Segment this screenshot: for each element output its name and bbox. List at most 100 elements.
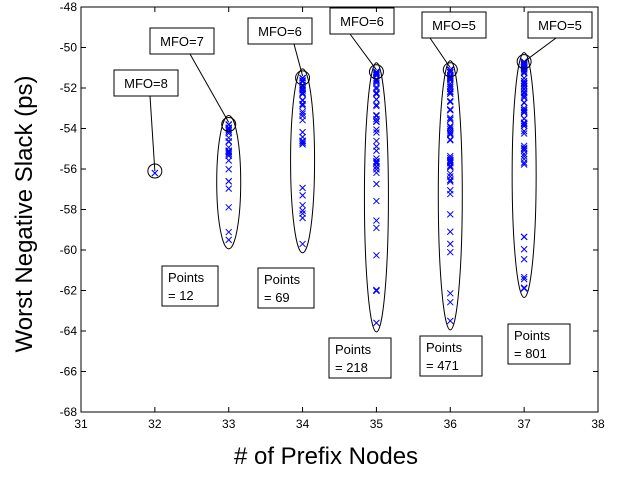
scatter-point xyxy=(446,163,454,171)
scatter-point xyxy=(225,157,233,164)
scatter-point xyxy=(225,147,233,155)
annotation-box xyxy=(527,11,593,39)
scatter-point xyxy=(373,217,380,224)
scatter-point xyxy=(299,77,306,85)
scatter-point xyxy=(373,319,380,327)
point-count-box: Points = 471 xyxy=(419,335,483,377)
count-box-title: Points xyxy=(426,340,463,355)
x-axis-label: # of Prefix Nodes xyxy=(234,443,418,470)
y-tick-label: -52 xyxy=(60,81,78,95)
scatter-point xyxy=(520,273,528,281)
annotation-box xyxy=(113,69,179,97)
count-box-title: Points xyxy=(168,270,205,285)
count-box-frame xyxy=(328,337,392,379)
annotation-label: MFO=8 xyxy=(124,76,168,91)
point-count-box: Points = 801 xyxy=(507,323,571,365)
annotation-leader-line xyxy=(293,43,304,76)
count-box-value: = 12 xyxy=(168,288,194,303)
scatter-point xyxy=(520,245,528,253)
scatter-point xyxy=(520,85,528,93)
scatter-point xyxy=(299,89,306,96)
scatter-point xyxy=(299,116,306,124)
scatter-point xyxy=(520,152,528,160)
y-tick-label: -60 xyxy=(60,243,78,257)
scatter-point xyxy=(373,90,380,98)
scatter-point xyxy=(373,169,380,177)
scatter-point xyxy=(299,97,306,104)
scatter-point xyxy=(520,127,528,135)
annotation-box xyxy=(421,11,487,39)
scatter-point xyxy=(299,74,306,82)
count-box-frame xyxy=(257,267,315,309)
scatter-point xyxy=(446,106,454,113)
scatter-point xyxy=(520,275,528,283)
annotation-label: MFO=6 xyxy=(258,24,302,39)
scatter-point xyxy=(373,180,380,188)
scatter-point xyxy=(299,207,306,214)
scatter-point xyxy=(299,210,306,217)
scatter-layer xyxy=(151,58,528,327)
scatter-point xyxy=(446,136,454,143)
y-tick-label: -64 xyxy=(60,324,78,338)
point-count-box: Points = 12 xyxy=(161,265,219,307)
scatter-point xyxy=(446,82,454,89)
scatter-point xyxy=(520,93,528,101)
scatter-point xyxy=(446,240,454,248)
annotation-leader-line xyxy=(149,95,156,172)
scatter-point xyxy=(446,72,454,80)
scatter-point xyxy=(520,77,528,85)
scatter-point xyxy=(446,298,454,306)
best-point-circle xyxy=(295,70,311,86)
point-group-ellipse xyxy=(216,114,242,250)
scatter-point xyxy=(373,117,380,125)
scatter-point xyxy=(299,78,306,86)
x-tick-label: 38 xyxy=(591,417,605,431)
scatter-point xyxy=(520,120,528,127)
x-tick-label: 33 xyxy=(222,417,236,431)
scatter-point xyxy=(520,284,528,292)
count-box-value: = 471 xyxy=(426,358,459,373)
scatter-point xyxy=(151,169,159,177)
scatter-point xyxy=(520,145,528,153)
y-tick-label: -50 xyxy=(60,41,78,55)
y-tick-label: -56 xyxy=(60,162,78,176)
scatter-point xyxy=(373,126,380,133)
scatter-point xyxy=(446,69,454,77)
annotation-box xyxy=(247,17,313,45)
x-tick-label: 35 xyxy=(370,417,384,431)
scatter-point xyxy=(446,210,454,218)
y-tick-label: -48 xyxy=(60,0,78,14)
scatter-point xyxy=(225,236,233,244)
scatter-point xyxy=(520,161,528,168)
scatter-point xyxy=(446,90,454,98)
x-tick-label: 34 xyxy=(296,417,310,431)
scatter-point xyxy=(225,150,233,158)
mfo-annotation: MFO=8 xyxy=(113,69,179,172)
scatter-point xyxy=(299,192,306,199)
scatter-point xyxy=(299,108,306,116)
scatter-point xyxy=(446,115,454,123)
scatter-point xyxy=(373,163,380,171)
annotation-label: MFO=5 xyxy=(432,18,476,33)
scatter-point xyxy=(373,79,380,87)
scatter-point xyxy=(446,228,454,236)
scatter-point xyxy=(520,130,528,137)
x-tick-label: 31 xyxy=(74,417,88,431)
scatter-point xyxy=(446,156,454,164)
mfo-annotation: MFO=7 xyxy=(149,27,230,123)
scatter-point xyxy=(373,102,380,110)
scatter-point xyxy=(520,255,528,263)
mfo-annotation: MFO=5 xyxy=(421,11,487,69)
scatter-point xyxy=(520,233,528,241)
scatter-point xyxy=(446,176,454,184)
scatter-point xyxy=(373,129,380,136)
annotation-label: MFO=5 xyxy=(538,18,582,33)
scatter-point xyxy=(373,89,380,97)
scatter-point xyxy=(520,155,528,163)
scatter-point xyxy=(446,97,454,105)
scatter-point xyxy=(446,106,454,114)
scatter-point xyxy=(373,147,380,155)
scatter-point xyxy=(299,137,306,145)
scatter-point xyxy=(225,177,233,185)
annotation-label: MFO=7 xyxy=(160,34,204,49)
